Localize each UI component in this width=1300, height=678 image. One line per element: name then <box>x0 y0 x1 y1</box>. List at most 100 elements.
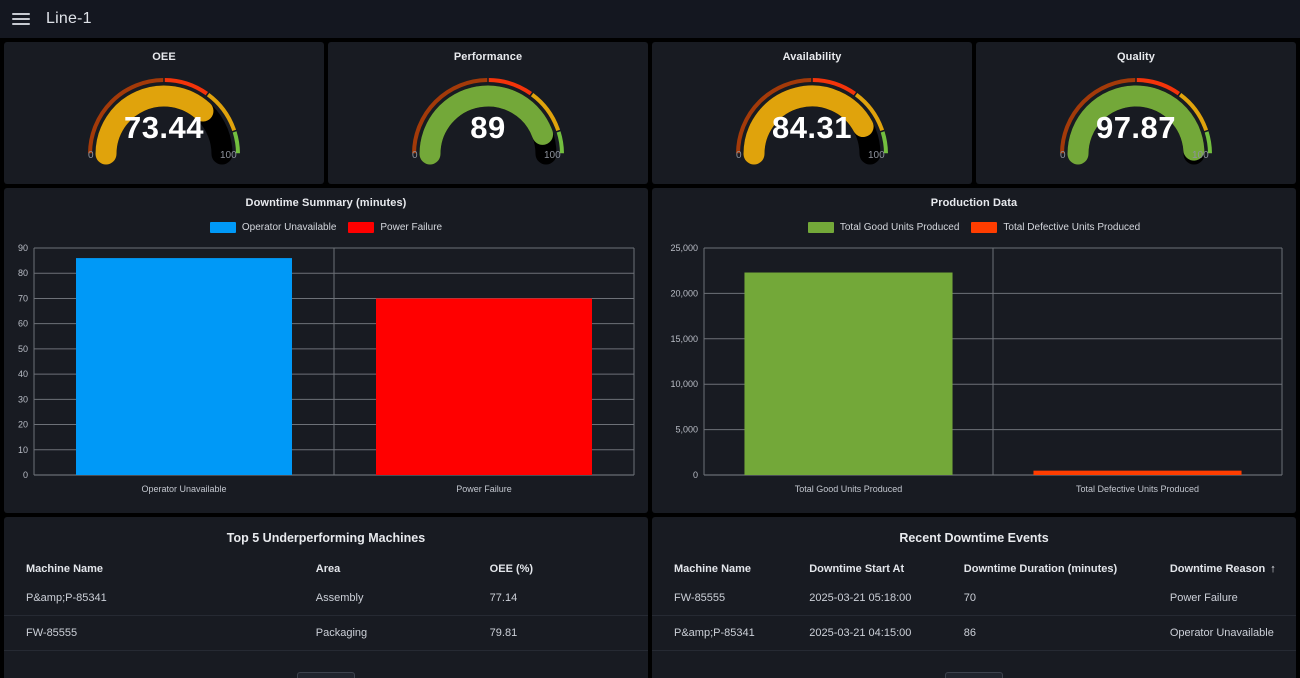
panel-underperforming-machines: Top 5 Underperforming Machines Machine N… <box>4 517 648 678</box>
table-row[interactable]: FW-85555 2025-03-21 05:18:00 70 Power Fa… <box>652 581 1296 616</box>
cell-downtime-duration: 86 <box>963 627 977 639</box>
cell-downtime-reason: Power Failure <box>1169 592 1238 604</box>
y-axis-tick-label: 20,000 <box>670 288 698 298</box>
legend-production: Total Good Units Produced Total Defectiv… <box>652 220 1296 234</box>
cell-downtime-reason: Operator Unavailable <box>1169 627 1274 639</box>
hamburger-menu-icon[interactable] <box>10 8 32 30</box>
cell-area: Assembly <box>315 592 364 604</box>
y-axis-tick-label: 90 <box>18 243 28 253</box>
gauge-title: OEE <box>152 51 176 63</box>
legend-swatch-good-units <box>807 221 834 233</box>
y-axis-tick-label: 80 <box>18 268 28 278</box>
cell-machine-name: P&amp;P-85341 <box>674 627 755 639</box>
legend-label: Power Failure <box>380 221 443 233</box>
panel-recent-downtime-events: Recent Downtime Events Machine Name Down… <box>652 517 1296 678</box>
chart-row: Downtime Summary (minutes) Operator Unav… <box>0 188 1300 513</box>
table-head: Machine Name Downtime Start At Downtime … <box>652 557 1296 581</box>
table-body: FW-85555 2025-03-21 05:18:00 70 Power Fa… <box>652 581 1296 651</box>
gauge-arc <box>88 78 240 165</box>
legend-label: Total Good Units Produced <box>839 221 960 233</box>
y-axis-tick-label: 5,000 <box>675 425 698 435</box>
chart-svg: 0 10 20 30 40 50 60 70 80 90 Operator Unavailable P… <box>18 243 635 494</box>
cell-oee: 77.14 <box>489 592 518 604</box>
chart-title-downtime: Downtime Summary (minutes) <box>245 197 407 209</box>
sort-ascending-icon[interactable]: ↑ <box>1270 563 1276 575</box>
gauge-oee: 73.44 0 100 <box>4 61 324 165</box>
y-axis-tick-label: 10,000 <box>670 379 698 389</box>
y-axis-tick-label: 10 <box>18 445 28 455</box>
panel-gauge-oee: OEE 73.44 0 100 <box>4 42 324 184</box>
y-axis-tick-label: 25,000 <box>670 243 698 253</box>
hamburger-line <box>12 23 30 25</box>
table-header-row: Machine Name Area OEE (%) <box>4 557 648 581</box>
legend-swatch-operator-unavailable <box>209 221 236 233</box>
gauge-availability: 84.31 0 100 <box>652 61 972 165</box>
top-navigation-bar: Line-1 <box>0 0 1300 38</box>
table-header-row: Machine Name Downtime Start At Downtime … <box>652 557 1296 581</box>
table-row[interactable]: P&amp;P-85341 Assembly 77.14 <box>4 581 648 616</box>
gauge-max-label: 100 <box>544 150 561 161</box>
cell-machine-name: P&amp;P-85341 <box>26 592 107 604</box>
y-axis-tick-label: 40 <box>18 369 28 379</box>
gauge-title: Availability <box>782 51 842 63</box>
table-row[interactable]: P&amp;P-85341 2025-03-21 04:15:00 86 Ope… <box>652 616 1296 651</box>
column-header-downtime-reason[interactable]: Downtime Reason ↑ <box>1148 557 1296 581</box>
y-axis-tick-label: 60 <box>18 319 28 329</box>
column-header-oee[interactable]: OEE (%) <box>489 563 534 575</box>
column-header-area[interactable]: Area <box>315 563 341 575</box>
column-header-downtime-duration[interactable]: Downtime Duration (minutes) <box>963 563 1118 575</box>
x-axis-tick-label: Power Failure <box>456 484 512 494</box>
legend-item[interactable]: Total Good Units Produced <box>807 221 960 233</box>
y-axis-tick-label: 70 <box>18 293 28 303</box>
cell-area: Packaging <box>315 627 368 639</box>
legend-item[interactable]: Total Defective Units Produced <box>971 221 1141 233</box>
panel-gauge-performance: Performance 89 0 100 <box>328 42 648 184</box>
y-axis-tick-label: 15,000 <box>670 334 698 344</box>
table-head: Machine Name Area OEE (%) <box>4 557 648 581</box>
y-axis-tick-label: 20 <box>18 420 28 430</box>
gauge-max-label: 100 <box>1192 150 1209 161</box>
column-header-machine-name[interactable]: Machine Name <box>674 563 752 575</box>
hamburger-line <box>12 18 30 20</box>
gauge-max-label: 100 <box>868 150 885 161</box>
panel-production-data: Production Data Total Good Units Produce… <box>652 188 1296 513</box>
gauge-min-label: 0 <box>88 150 94 161</box>
table-row[interactable]: FW-85555 Packaging 79.81 <box>4 616 648 651</box>
y-axis-tick-label: 50 <box>18 344 28 354</box>
gauge-arc <box>1060 78 1212 165</box>
pagination-control[interactable] <box>945 672 1003 678</box>
legend-item[interactable]: Operator Unavailable <box>209 221 336 233</box>
x-axis-tick-label: Operator Unavailable <box>141 484 226 494</box>
legend-swatch-defective-units <box>971 221 998 233</box>
pagination-downtime[interactable] <box>652 672 1296 678</box>
gauge-arc <box>412 78 564 165</box>
column-header-machine-name[interactable]: Machine Name <box>26 563 104 575</box>
legend-label: Total Defective Units Produced <box>1003 221 1141 233</box>
bar <box>1033 470 1242 475</box>
pagination-control[interactable] <box>297 672 355 678</box>
dashboard-title: Line-1 <box>46 10 92 27</box>
legend-swatch-power-failure <box>348 221 375 233</box>
x-axis-tick-label: Total Defective Units Produced <box>1076 484 1199 494</box>
legend-item[interactable]: Power Failure <box>348 221 443 233</box>
bar <box>376 298 592 475</box>
cell-downtime-duration: 70 <box>963 592 977 604</box>
y-axis-tick-label: 0 <box>23 470 28 480</box>
gauge-max-label: 100 <box>220 150 237 161</box>
column-header-downtime-start[interactable]: Downtime Start At <box>809 563 905 575</box>
gauge-min-label: 0 <box>736 150 742 161</box>
gauge-title: Quality <box>1117 51 1155 63</box>
panel-gauge-quality: Quality 97.87 0 100 <box>976 42 1296 184</box>
hamburger-line <box>12 13 30 15</box>
gauge-min-label: 0 <box>412 150 418 161</box>
cell-oee: 79.81 <box>489 627 518 639</box>
pagination-machines[interactable] <box>4 672 648 678</box>
table-body: P&amp;P-85341 Assembly 77.14 FW-85555 Pa… <box>4 581 648 651</box>
chart-title-production: Production Data <box>930 197 1018 209</box>
y-axis-tick-label: 0 <box>693 470 698 480</box>
gauge-row: OEE 73.44 0 100 Performance 89 0 100 Availab… <box>0 42 1300 184</box>
table-title-downtime-events: Recent Downtime Events <box>899 531 1049 545</box>
bar <box>76 258 292 475</box>
cell-machine-name: FW-85555 <box>26 627 78 639</box>
